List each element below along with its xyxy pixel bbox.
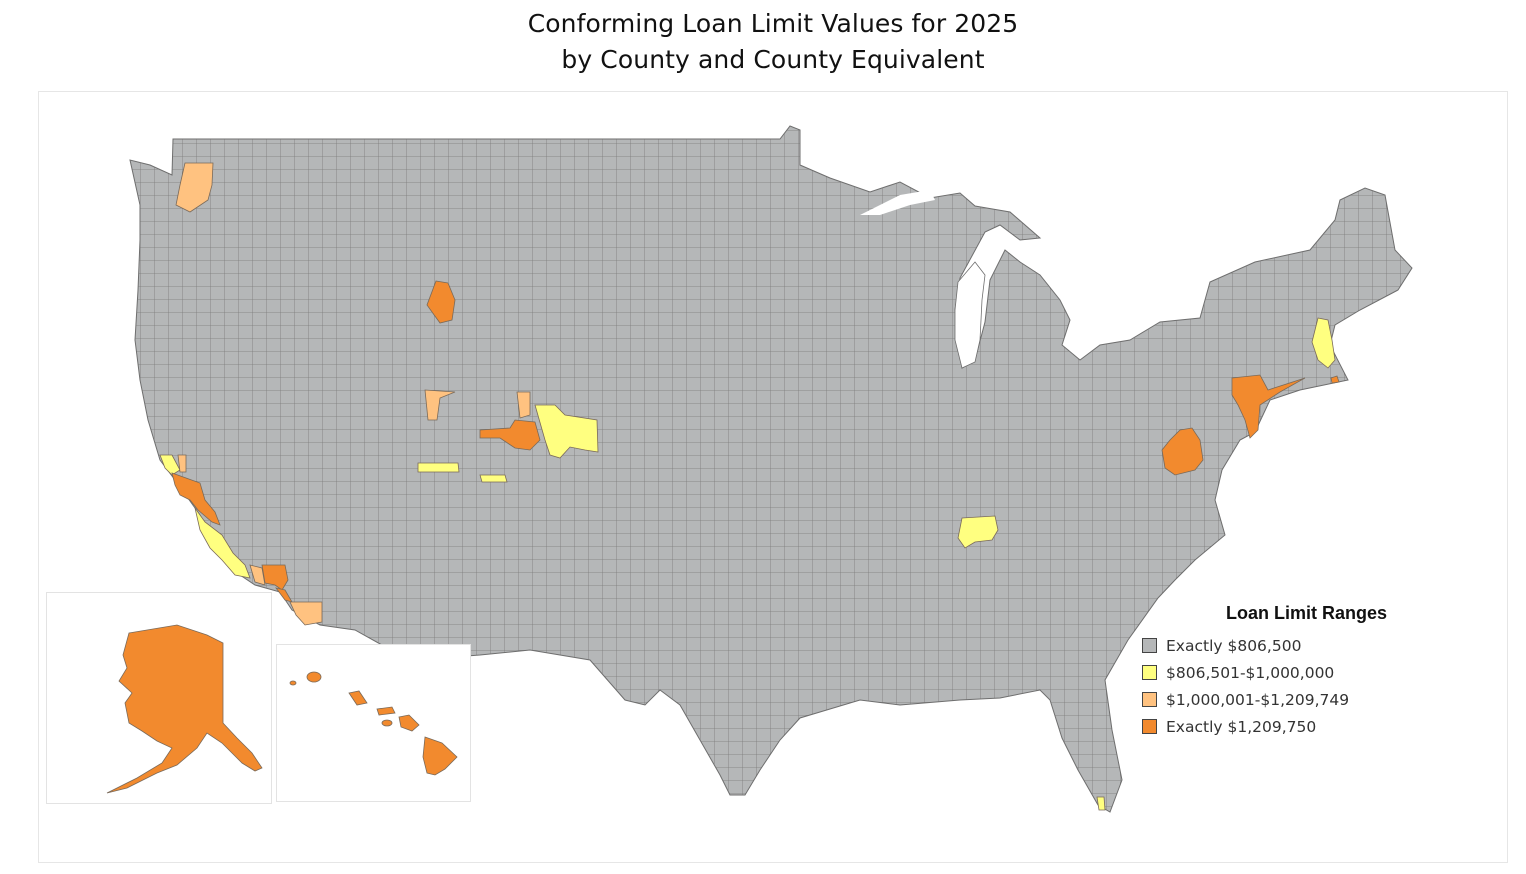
region-nantucket[interactable]: [1330, 375, 1340, 384]
region-teton-wy[interactable]: [426, 280, 456, 324]
hawaii-inset: [276, 644, 471, 802]
region-puget-sound[interactable]: [175, 162, 214, 213]
region-colorado-mountains[interactable]: [479, 419, 541, 451]
legend-label: Exactly $806,500: [1166, 636, 1302, 655]
region-nashville[interactable]: [957, 515, 999, 549]
legend-item-base[interactable]: Exactly $806,500: [1142, 632, 1412, 659]
region-monroe-fl[interactable]: [1096, 796, 1106, 811]
legend-label: $806,501-$1,000,000: [1166, 663, 1335, 682]
alaska-map[interactable]: [47, 593, 271, 803]
legend: Loan Limit Ranges Exactly $806,500 $806,…: [1142, 603, 1412, 740]
legend-item-yellow[interactable]: $806,501-$1,000,000: [1142, 659, 1412, 686]
region-sf-bay[interactable]: [171, 472, 221, 526]
region-denver[interactable]: [534, 404, 599, 459]
legend-swatch-orange: [1142, 719, 1157, 734]
region-la-plata[interactable]: [479, 474, 508, 483]
region-sonoma[interactable]: [159, 454, 181, 476]
title-line-1: Conforming Loan Limit Values for 2025: [527, 9, 1019, 38]
legend-label: Exactly $1,209,750: [1166, 717, 1317, 736]
legend-item-light-orange[interactable]: $1,000,001-$1,209,749: [1142, 686, 1412, 713]
region-s-utah[interactable]: [417, 462, 460, 473]
legend-swatch-yellow: [1142, 665, 1157, 680]
region-routt-co[interactable]: [516, 391, 531, 419]
alaska-inset: [46, 592, 272, 804]
region-dc-area[interactable]: [1161, 427, 1204, 476]
region-ventura[interactable]: [249, 564, 266, 586]
region-boston[interactable]: [1311, 317, 1336, 369]
map-title: Conforming Loan Limit Values for 2025 by…: [0, 6, 1526, 78]
legend-swatch-light-orange: [1142, 692, 1157, 707]
legend-label: $1,000,001-$1,209,749: [1166, 690, 1350, 709]
region-central-coast[interactable]: [194, 507, 251, 579]
region-summit-ut[interactable]: [424, 389, 456, 421]
legend-swatch-gray: [1142, 638, 1157, 653]
legend-item-orange[interactable]: Exactly $1,209,750: [1142, 713, 1412, 740]
region-san-diego[interactable]: [289, 601, 323, 626]
title-line-2: by County and County Equivalent: [561, 45, 985, 74]
hawaii-islands: [289, 671, 458, 776]
region-napa[interactable]: [177, 454, 187, 473]
legend-title: Loan Limit Ranges: [1226, 603, 1388, 623]
region-nyc-area[interactable]: [1231, 374, 1306, 439]
hawaii-map[interactable]: [277, 645, 470, 801]
alaska-shape[interactable]: [106, 624, 263, 794]
highlighted-counties: [159, 162, 1340, 811]
